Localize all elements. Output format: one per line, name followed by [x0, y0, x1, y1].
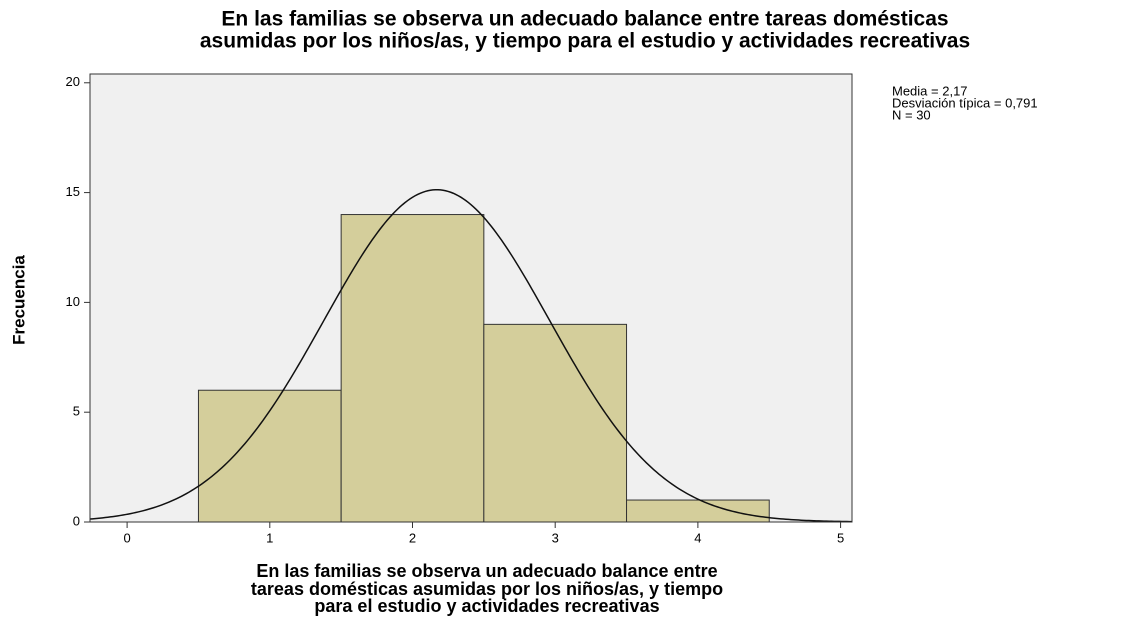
bar	[197, 389, 342, 523]
x-tick-label: 2	[409, 530, 416, 545]
bar	[340, 214, 485, 523]
x-axis-label: tareas domésticas asumidas por los niños…	[251, 579, 723, 599]
bar	[626, 499, 770, 523]
y-tick-label: 5	[73, 404, 80, 419]
stat-label: N = 30	[892, 107, 931, 122]
x-tick-label: 1	[266, 530, 273, 545]
bar	[483, 323, 628, 523]
plot-frame	[89, 73, 853, 523]
x-axis-label: para el estudio y actividades recreativa…	[314, 596, 659, 616]
y-tick-label: 20	[66, 74, 80, 89]
x-axis-label: En las familias se observa un adecuado b…	[256, 561, 717, 581]
y-tick-label: 10	[66, 294, 80, 309]
normal-curve	[89, 188, 853, 523]
y-tick-label: 15	[66, 184, 80, 199]
x-tick-label: 5	[837, 530, 844, 545]
y-axis-label: Frecuencia	[9, 255, 28, 345]
stat-label: Media = 2,17	[892, 83, 968, 98]
y-tick-label: 0	[73, 513, 80, 528]
x-tick-label: 4	[694, 530, 701, 545]
x-tick-label: 3	[552, 530, 559, 545]
stat-label: Desviación típica = 0,791	[892, 95, 1038, 110]
chart-title: En las familias se observa un adecuado b…	[221, 8, 948, 31]
x-tick-label: 0	[123, 530, 130, 545]
chart-title: asumidas por los niños/as, y tiempo para…	[200, 30, 970, 53]
